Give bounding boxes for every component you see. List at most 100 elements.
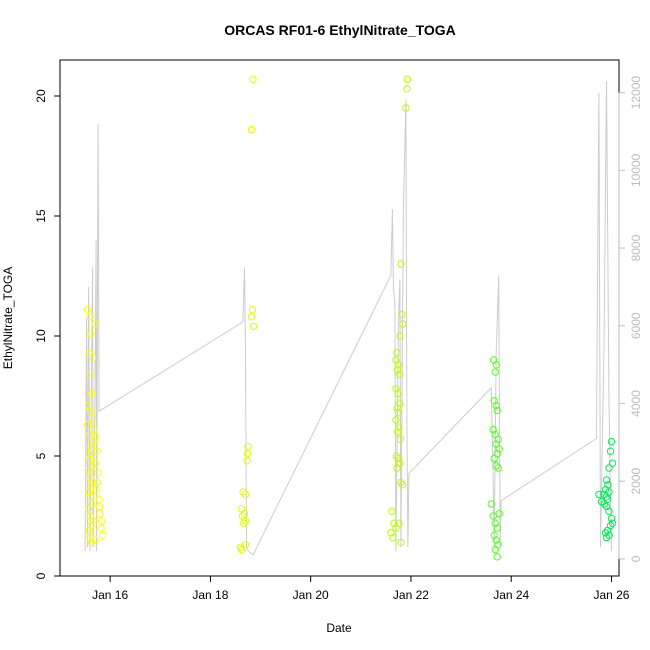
data-point (600, 500, 609, 508)
data-point (237, 505, 246, 513)
x-tick-label: Jan 16 (92, 588, 128, 602)
data-point (403, 85, 411, 93)
data-point (490, 454, 498, 463)
y-tick-label: 5 (34, 452, 48, 459)
data-point (402, 104, 410, 112)
data-point (602, 533, 611, 542)
y-tick-label: 20 (34, 89, 48, 103)
data-points-layer (83, 75, 617, 561)
x-tick-label: Jan 18 (192, 588, 228, 602)
data-point (97, 517, 106, 525)
y-axis-right: 0 2000 4000 6000 8000 10000 12000 (618, 76, 643, 562)
data-point (84, 466, 92, 475)
data-point (492, 401, 500, 410)
data-point (87, 521, 95, 530)
data-point (397, 538, 405, 547)
data-point (84, 401, 93, 410)
data-point (396, 435, 405, 443)
data-point (85, 526, 93, 535)
y2-tick-label: 10000 (629, 153, 643, 187)
data-point (493, 524, 501, 532)
data-point (491, 519, 499, 527)
data-point (85, 488, 93, 496)
data-point (86, 370, 94, 379)
data-point (605, 507, 613, 515)
data-point (88, 500, 96, 508)
data-point (595, 490, 603, 499)
data-point (492, 361, 500, 369)
plot-frame (59, 59, 620, 577)
data-point (490, 531, 498, 539)
data-point (600, 490, 608, 499)
data-point (89, 517, 97, 525)
data-point (240, 509, 249, 518)
data-point (491, 545, 499, 554)
x-tick-label: Jan 26 (593, 588, 629, 602)
data-point (398, 310, 406, 319)
data-point (395, 423, 403, 431)
x-tick-label: Jan 22 (393, 588, 429, 602)
data-point (239, 488, 247, 496)
data-point (237, 545, 246, 554)
data-point (86, 493, 94, 501)
chart-title: ORCAS RF01-6 EthylNitrate_TOGA (224, 22, 456, 38)
data-point (96, 509, 104, 518)
data-point (95, 502, 104, 511)
data-point (247, 125, 256, 134)
data-point (89, 478, 97, 487)
data-point (489, 425, 497, 434)
data-point (92, 485, 100, 494)
x-axis: Jan 16 Jan 18 Jan 20 Jan 22 Jan 24 Jan 26 (92, 575, 630, 602)
data-point (98, 531, 107, 539)
y2-tick-label: 6000 (629, 312, 643, 339)
data-point (84, 505, 93, 513)
data-point (393, 349, 401, 357)
data-point (602, 476, 611, 484)
data-point (492, 461, 500, 470)
data-point (83, 421, 92, 429)
data-point (95, 495, 103, 503)
data-point (393, 428, 402, 436)
data-point (403, 75, 412, 83)
data-point (85, 349, 93, 357)
data-point (86, 313, 94, 321)
data-point (248, 305, 257, 314)
data-point (495, 445, 503, 453)
data-point (86, 406, 94, 415)
data-point (393, 464, 401, 472)
data-point (392, 416, 400, 424)
data-point (393, 404, 401, 412)
data-point (249, 75, 257, 83)
data-point (394, 361, 403, 369)
data-point (492, 536, 500, 544)
y-tick-label: 0 (34, 572, 48, 579)
data-point (495, 509, 503, 518)
y2-tick-label: 12000 (629, 76, 643, 110)
y2-tick-label: 8000 (629, 234, 643, 261)
data-point (88, 353, 97, 362)
data-point (491, 368, 499, 376)
data-point (241, 541, 250, 549)
data-point (607, 514, 616, 523)
data-point (92, 433, 100, 441)
data-point (239, 519, 248, 527)
data-point (608, 519, 617, 527)
data-point (243, 457, 251, 465)
data-point (395, 519, 403, 527)
altitude-line (84, 80, 612, 556)
data-point (487, 500, 495, 508)
data-point (87, 329, 95, 338)
data-point (399, 320, 407, 328)
data-point (244, 442, 252, 451)
data-point (87, 442, 95, 451)
data-point (91, 536, 99, 544)
data-point (394, 409, 403, 417)
data-point (249, 322, 258, 331)
data-point (605, 531, 613, 539)
data-point (394, 454, 402, 463)
y2-tick-label: 2000 (629, 468, 643, 495)
data-point (494, 464, 502, 472)
x-tick-label: Jan 20 (293, 588, 329, 602)
data-point (389, 533, 397, 542)
